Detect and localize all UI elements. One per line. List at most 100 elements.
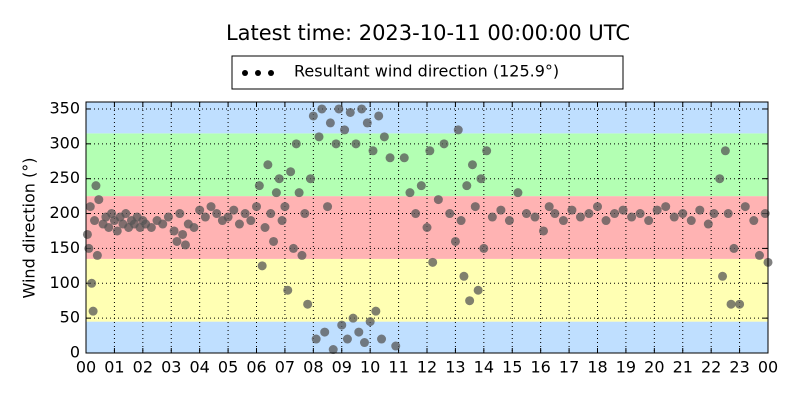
x-tick-label: 07 (275, 358, 295, 377)
data-point (91, 181, 101, 191)
data-point (377, 334, 387, 344)
data-point (331, 139, 341, 149)
data-point (718, 271, 728, 281)
y-axis-label: Wind direction (°) (20, 158, 39, 299)
data-point (439, 139, 449, 149)
x-tick-label: 00 (758, 358, 778, 377)
data-point (323, 202, 333, 212)
x-tick-label: 06 (246, 358, 266, 377)
data-point (726, 299, 736, 309)
data-point (146, 223, 156, 232)
data-point (593, 202, 602, 212)
legend-label: Resultant wind direction (125.9°) (294, 62, 559, 81)
x-tick-label: 00 (76, 358, 96, 377)
y-tick-label: 100 (49, 273, 80, 292)
data-point (311, 334, 321, 344)
data-point (314, 132, 324, 142)
data-point (286, 167, 296, 177)
y-tick-label: 250 (49, 168, 80, 187)
data-point (84, 243, 94, 253)
data-point (246, 216, 256, 226)
data-point (104, 223, 114, 232)
data-point (416, 181, 426, 191)
x-tick-label: 19 (616, 358, 636, 377)
data-point (487, 212, 497, 222)
data-point (374, 111, 384, 121)
data-point (575, 212, 585, 222)
y-tick-label: 0 (70, 343, 80, 362)
data-point (266, 209, 276, 219)
data-point (277, 216, 287, 226)
x-tick-label: 08 (303, 358, 323, 377)
data-point (661, 202, 671, 212)
data-point (422, 223, 432, 232)
data-point (379, 132, 389, 142)
data-point (121, 209, 131, 219)
data-point (399, 153, 409, 163)
legend-box (231, 55, 624, 90)
data-point (82, 229, 92, 239)
data-point (368, 146, 378, 156)
x-tick-label: 21 (673, 358, 693, 377)
data-point (308, 111, 318, 121)
data-point (473, 285, 483, 295)
x-tick-label: 16 (530, 358, 550, 377)
data-point (678, 209, 688, 219)
data-point (558, 216, 568, 226)
data-point (158, 219, 168, 229)
data-point (462, 181, 472, 191)
data-point (254, 181, 264, 191)
data-point (269, 236, 279, 246)
data-point (263, 160, 273, 170)
x-tick-label: 01 (104, 358, 124, 377)
data-point (328, 345, 338, 355)
data-point (504, 216, 514, 226)
data-point (385, 153, 395, 163)
data-point (433, 195, 443, 205)
x-tick-label: 12 (417, 358, 437, 377)
data-point (317, 104, 327, 114)
data-point (365, 317, 375, 327)
data-point (87, 278, 97, 288)
data-point (513, 188, 523, 198)
x-tick-label: 02 (133, 358, 153, 377)
data-point (584, 209, 594, 219)
data-point (320, 327, 330, 337)
data-point (303, 299, 313, 309)
data-point (695, 205, 705, 215)
x-tick-label: 13 (445, 358, 465, 377)
data-point (112, 226, 122, 236)
chart-title: Latest time: 2023-10-11 00:00:00 UTC (226, 21, 630, 45)
data-point (305, 174, 315, 184)
data-point (85, 202, 95, 212)
data-point (610, 209, 620, 219)
x-tick-label: 14 (474, 358, 494, 377)
data-point (735, 299, 745, 309)
data-point (88, 306, 98, 316)
data-point (345, 107, 355, 117)
data-point (521, 209, 531, 219)
data-point (357, 104, 367, 114)
data-point (195, 205, 205, 215)
data-point (470, 202, 480, 212)
data-point (729, 243, 739, 253)
data-point (425, 146, 435, 156)
data-point (291, 139, 301, 149)
data-point (288, 243, 298, 253)
data-point (749, 216, 759, 226)
data-point (178, 229, 188, 239)
data-point (90, 216, 100, 226)
data-point (450, 236, 460, 246)
legend-marker (255, 70, 261, 76)
data-point (189, 223, 199, 232)
data-point (334, 104, 344, 114)
data-point (445, 209, 455, 219)
x-tick-label: 10 (360, 358, 380, 377)
data-point (294, 188, 304, 198)
data-point (252, 202, 261, 212)
data-point (720, 146, 730, 156)
data-point (351, 139, 361, 149)
data-point (479, 243, 489, 253)
x-tick-label: 04 (189, 358, 209, 377)
data-point (172, 236, 182, 246)
